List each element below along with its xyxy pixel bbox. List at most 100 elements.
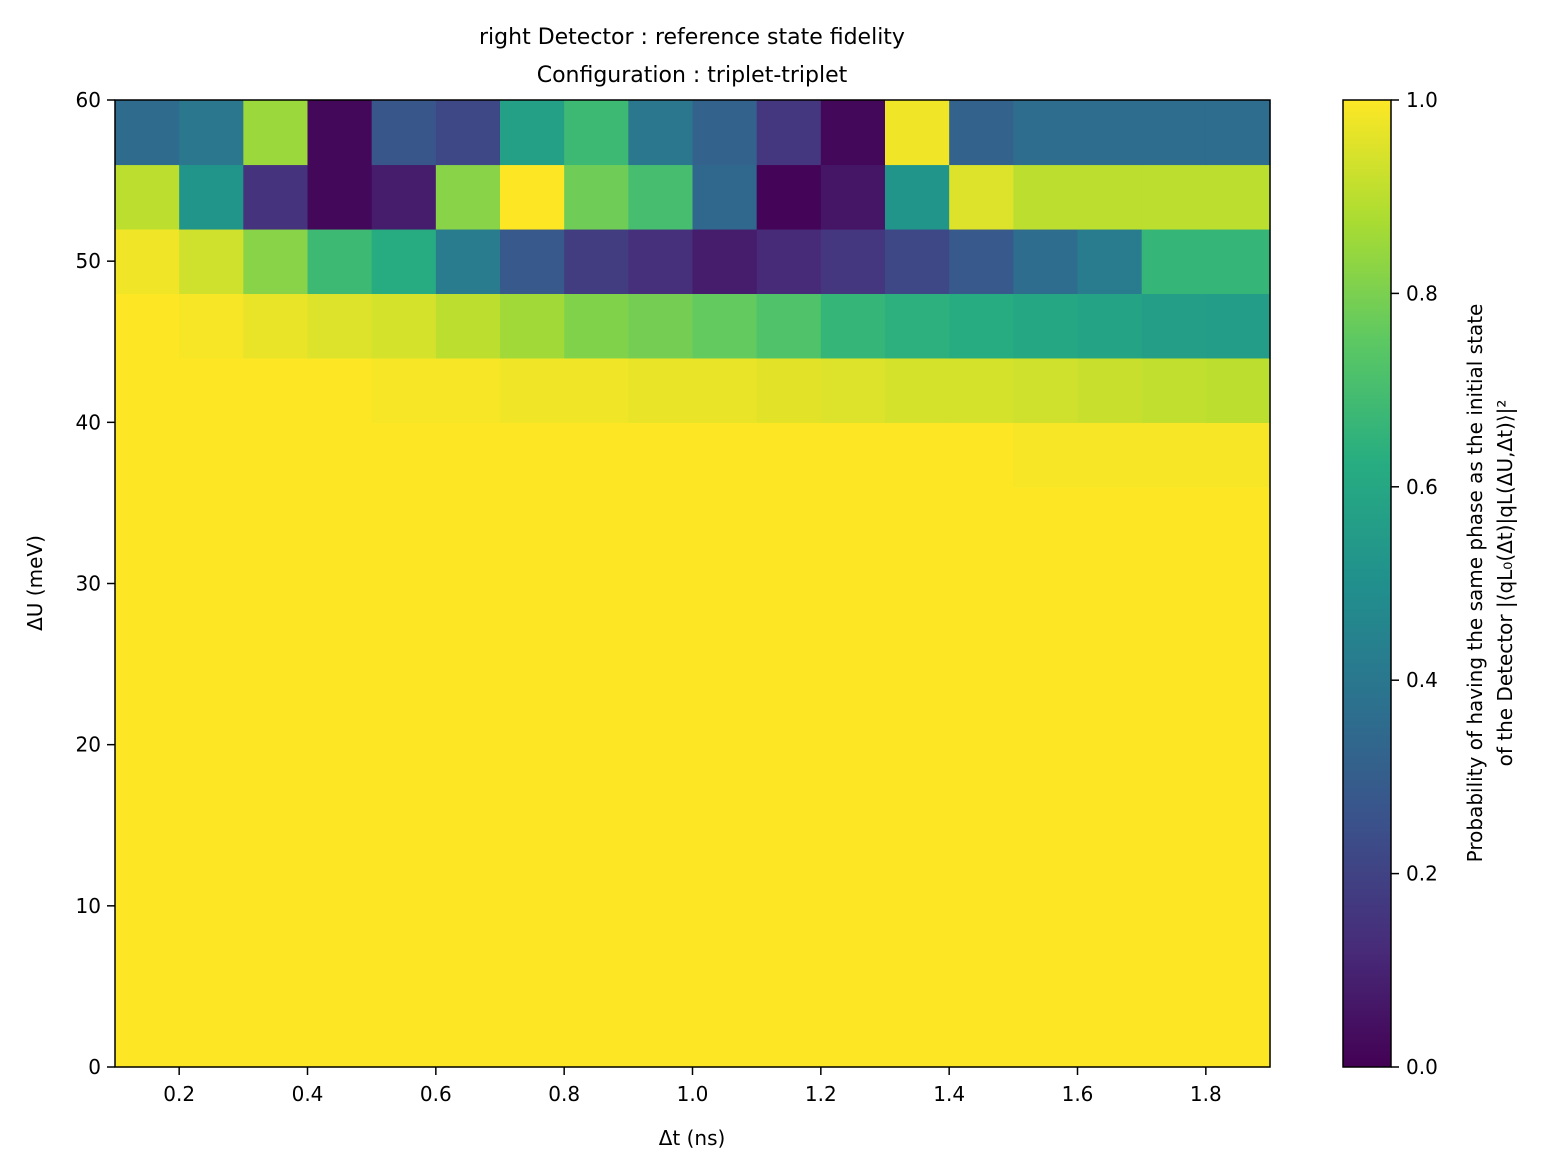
y-tick-label: 10 (76, 894, 101, 918)
colorbar-label-line1: Probability of having the same phase as … (1463, 304, 1487, 863)
heatmap-cell (1141, 938, 1207, 1004)
heatmap-cell (628, 680, 694, 746)
heatmap-cell (500, 938, 565, 1004)
heatmap-cell (885, 293, 950, 359)
heatmap-cell (885, 164, 950, 230)
heatmap-cell (949, 680, 1014, 746)
heatmap-cell (692, 293, 758, 359)
heatmap-cell (628, 164, 694, 230)
heatmap-cell (1077, 100, 1143, 166)
heatmap-cell (1205, 1002, 1271, 1068)
heatmap-cell (885, 422, 950, 488)
heatmap-cell (756, 809, 822, 875)
heatmap-cell (820, 744, 886, 810)
y-axis-label: ΔU (meV) (23, 535, 47, 631)
heatmap-cell (1141, 228, 1207, 294)
heatmap-cell (628, 1002, 694, 1068)
heatmap-cell (1013, 228, 1079, 294)
y-tick-label: 40 (76, 410, 101, 434)
heatmap-cell (500, 422, 565, 488)
heatmap-cell (628, 615, 694, 681)
heatmap-cell (885, 228, 950, 294)
heatmap-cell (115, 1002, 180, 1068)
heatmap-cell (115, 164, 180, 230)
heatmap-cell (692, 680, 758, 746)
heatmap-cell (435, 164, 501, 230)
heatmap-cell (692, 228, 758, 294)
heatmap-cell (628, 873, 694, 939)
x-axis: 0.2 0.4 0.6 0.8 1.0 1.2 1.4 1.6 1.8 (163, 1067, 1222, 1106)
heatmap-cell (1013, 293, 1079, 359)
heatmap-cell (307, 228, 373, 294)
heatmap-cell (564, 164, 629, 230)
heatmap-cell (564, 357, 629, 423)
heatmap-cell (371, 809, 437, 875)
heatmap-cell (564, 551, 629, 617)
heatmap-cell (435, 873, 501, 939)
heatmap-cell (307, 293, 373, 359)
heatmap-cell (885, 744, 950, 810)
heatmap-cell (692, 357, 758, 423)
heatmap-cell (820, 228, 886, 294)
y-tick-label: 0 (88, 1055, 101, 1079)
heatmap-cell (371, 744, 437, 810)
heatmap-cell (1205, 744, 1271, 810)
heatmap-cell (179, 100, 244, 166)
heatmap-cell (371, 164, 437, 230)
heatmap-cell (500, 228, 565, 294)
heatmap-cell (949, 938, 1014, 1004)
heatmap-cell (820, 873, 886, 939)
heatmap-cell (949, 293, 1014, 359)
heatmap-cell (243, 164, 309, 230)
heatmap-cell (692, 1002, 758, 1068)
heatmap-cell (1205, 422, 1271, 488)
heatmap-cell (949, 873, 1014, 939)
heatmap-cell (500, 551, 565, 617)
heatmap-cell (692, 873, 758, 939)
colorbar-tick-label: 0.2 (1406, 862, 1438, 886)
heatmap-cell (1141, 164, 1207, 230)
heatmap-cell (243, 873, 309, 939)
heatmap-cell (115, 615, 180, 681)
heatmap-cell (307, 938, 373, 1004)
heatmap-cell (307, 744, 373, 810)
chart-subtitle: Configuration : triplet-triplet (537, 63, 848, 88)
heatmap-cells (115, 100, 1271, 1068)
heatmap-cell (500, 1002, 565, 1068)
heatmap-cell (885, 809, 950, 875)
heatmap-cell (1013, 680, 1079, 746)
heatmap-cell (1205, 100, 1271, 166)
heatmap-cell (1205, 938, 1271, 1004)
heatmap-cell (692, 486, 758, 552)
heatmap-cell (179, 744, 244, 810)
heatmap-cell (1013, 100, 1079, 166)
x-tick-label: 1.0 (677, 1082, 709, 1106)
heatmap-cell (179, 228, 244, 294)
heatmap-cell (564, 422, 629, 488)
heatmap-cell (949, 357, 1014, 423)
colorbar-tick-label: 1.0 (1406, 88, 1438, 112)
heatmap-cell (179, 357, 244, 423)
heatmap-cell (435, 100, 501, 166)
heatmap-cell (1077, 293, 1143, 359)
colorbar (1342, 99, 1392, 1068)
heatmap-cell (1013, 938, 1079, 1004)
heatmap-cell (756, 744, 822, 810)
heatmap-cell (1013, 164, 1079, 230)
heatmap-cell (564, 744, 629, 810)
heatmap-cell (756, 486, 822, 552)
heatmap-cell (820, 551, 886, 617)
heatmap-cell (1077, 938, 1143, 1004)
heatmap-cell (1141, 357, 1207, 423)
heatmap-cell (115, 744, 180, 810)
heatmap-cell (435, 809, 501, 875)
heatmap-cell (1013, 1002, 1079, 1068)
x-tick-label: 1.8 (1190, 1082, 1222, 1106)
heatmap-cell (628, 551, 694, 617)
heatmap-cell (820, 809, 886, 875)
heatmap-cell (564, 1002, 629, 1068)
heatmap-cell (692, 809, 758, 875)
heatmap-cell (1205, 164, 1271, 230)
heatmap-cell (756, 1002, 822, 1068)
